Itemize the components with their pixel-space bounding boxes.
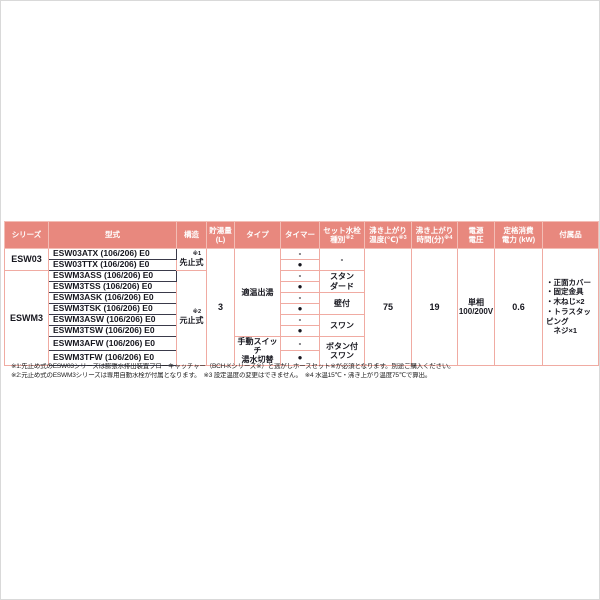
faucet-cell: スワン (319, 314, 365, 337)
header-label: 構造 (184, 230, 199, 240)
timer-cell: - (280, 270, 320, 282)
type-cell: 手動スイッチ 湯水切替 (234, 336, 281, 366)
header-label: 電圧 (468, 235, 484, 244)
temp-cell: 75 (364, 248, 412, 366)
header-label: 貯湯量 (209, 225, 232, 235)
series-cell: ESW03 (4, 248, 49, 271)
col-header-type: タイプ (234, 221, 281, 249)
header-label: 沸き上がり (415, 225, 454, 235)
faucet-cell: スタン ダード (319, 270, 365, 293)
structure-label: 先止式 (179, 257, 204, 267)
header-row: シリーズ 型式 構造 貯湯量 (L) タイプ タイマー セット水栓 種別※2 沸… (4, 221, 599, 249)
header-label: 温度(℃)※3 (365, 235, 411, 244)
col-header-faucet: セット水栓 種別※2 (319, 221, 365, 249)
table-row: ESW03 ESW03ATX (106/206) E0 ※1 先止式 3 適温出… (4, 248, 599, 366)
header-label: 付属品 (559, 230, 582, 240)
header-label: 型式 (105, 230, 120, 240)
header-label: タイマー (285, 230, 315, 240)
col-header-voltage: 電源 電圧 (457, 221, 495, 249)
header-label: 沸き上がり (369, 225, 407, 235)
model-cell: ESWM3AFW (106/206) E0 (48, 335, 177, 352)
col-header-power: 定格消費 電力 (kW) (494, 221, 543, 249)
table-row: ESWM3AFW (106/206) E0 手動スイッチ 湯水切替 - ボタン付… (5, 335, 599, 366)
footnote-mark: ※2 (345, 235, 354, 241)
timer-cell: - (280, 248, 320, 260)
model-cell: ESW03TTX (106/206) E0 (48, 259, 177, 271)
timer-cell: ● (280, 303, 320, 315)
table-row: ESWM3ASW (106/206) E0 - スワン (5, 314, 599, 337)
product-spec-table: シリーズ 型式 構造 貯湯量 (L) タイプ タイマー セット水栓 種別※2 沸… (4, 221, 599, 366)
header-label-text: 種別 (330, 235, 346, 244)
type-cell: 適温出湯 (234, 248, 281, 337)
col-header-model: 型式 (48, 221, 177, 249)
timer-cell: ● (280, 259, 320, 271)
col-header-temp: 沸き上がり 温度(℃)※3 (364, 221, 412, 249)
structure-label: 元止式 (179, 315, 204, 325)
footnote-mark: ※1 (192, 251, 201, 258)
model-cell: ESW03ATX (106/206) E0 (48, 248, 177, 260)
header-label-text: 時間(分) (416, 235, 445, 244)
accessories-cell: ・正面カバー ・固定金具 ・木ねじ×2 ・トラスタッピング ネジ×1 (542, 248, 599, 366)
faucet-cell: ボタン付 スワン (319, 336, 365, 366)
model-cell: ESWM3ASW (106/206) E0 (48, 314, 177, 326)
header-label: 定格消費 (503, 225, 534, 235)
timer-cell: - (280, 335, 320, 352)
power-cell: 0.6 (494, 248, 543, 366)
footnote-line-1: ※1:先止め式のESW03シリーズは膨張水排出装置ブローキャッチャー（BCH-K… (11, 363, 455, 370)
faucet-cell: - (319, 248, 365, 271)
time-cell: 19 (411, 248, 458, 366)
model-cell: ESWM3TSK (106/206) E0 (48, 303, 177, 315)
model-cell: ESWM3TSS (106/206) E0 (48, 281, 177, 293)
timer-cell: ● (280, 281, 320, 293)
table-row: ESWM3TSS (106/206) E0 ● (5, 281, 599, 293)
col-header-timer: タイマー (280, 221, 320, 249)
col-header-capacity: 貯湯量 (L) (206, 221, 235, 249)
header-label: 電源 (468, 225, 484, 235)
header-label: タイプ (246, 230, 269, 240)
timer-cell: ● (280, 325, 320, 337)
footnote-mark: ※4 (444, 235, 453, 241)
header-label: 種別※2 (320, 235, 364, 244)
capacity-cell: 3 (206, 248, 235, 366)
header-label: 時間(分)※4 (412, 235, 457, 244)
model-cell: ESWM3TFW (106/206) E0 (48, 350, 177, 366)
structure-cell: ※1 先止式 (176, 248, 207, 271)
col-header-accessories: 付属品 (542, 221, 599, 249)
timer-cell: - (280, 314, 320, 326)
faucet-cell: 壁付 (319, 292, 365, 315)
footnote-mark: ※3 (398, 235, 407, 241)
model-cell: ESWM3ASK (106/206) E0 (48, 292, 177, 304)
model-cell: ESWM3TSW (106/206) E0 (48, 325, 177, 337)
header-label: (L) (215, 235, 226, 244)
footnote-line-2: ※2:元止め式のESWM3シリーズは専用自動水栓が付属となります。 ※3 設定温… (11, 372, 432, 379)
structure-cell: ※2 元止式 (176, 270, 207, 366)
model-cell: ESWM3ASS (106/206) E0 (48, 270, 177, 282)
timer-cell: ● (280, 350, 320, 366)
timer-cell: - (280, 292, 320, 304)
col-header-structure: 構造 (176, 221, 207, 249)
table-row: ESWM3TFW (106/206) E0 ● (5, 350, 599, 366)
col-header-time: 沸き上がり 時間(分)※4 (411, 221, 458, 249)
header-label-text: 温度(℃) (369, 235, 399, 244)
header-label: シリーズ (11, 230, 42, 240)
header-label: セット水栓 (323, 225, 361, 235)
footnote-mark: ※2 (192, 309, 201, 316)
series-cell: ESWM3 (4, 270, 49, 366)
header-label: 電力 (kW) (501, 235, 536, 244)
voltage-cell: 単相 100/200V (457, 248, 495, 366)
col-header-series: シリーズ (4, 221, 49, 249)
